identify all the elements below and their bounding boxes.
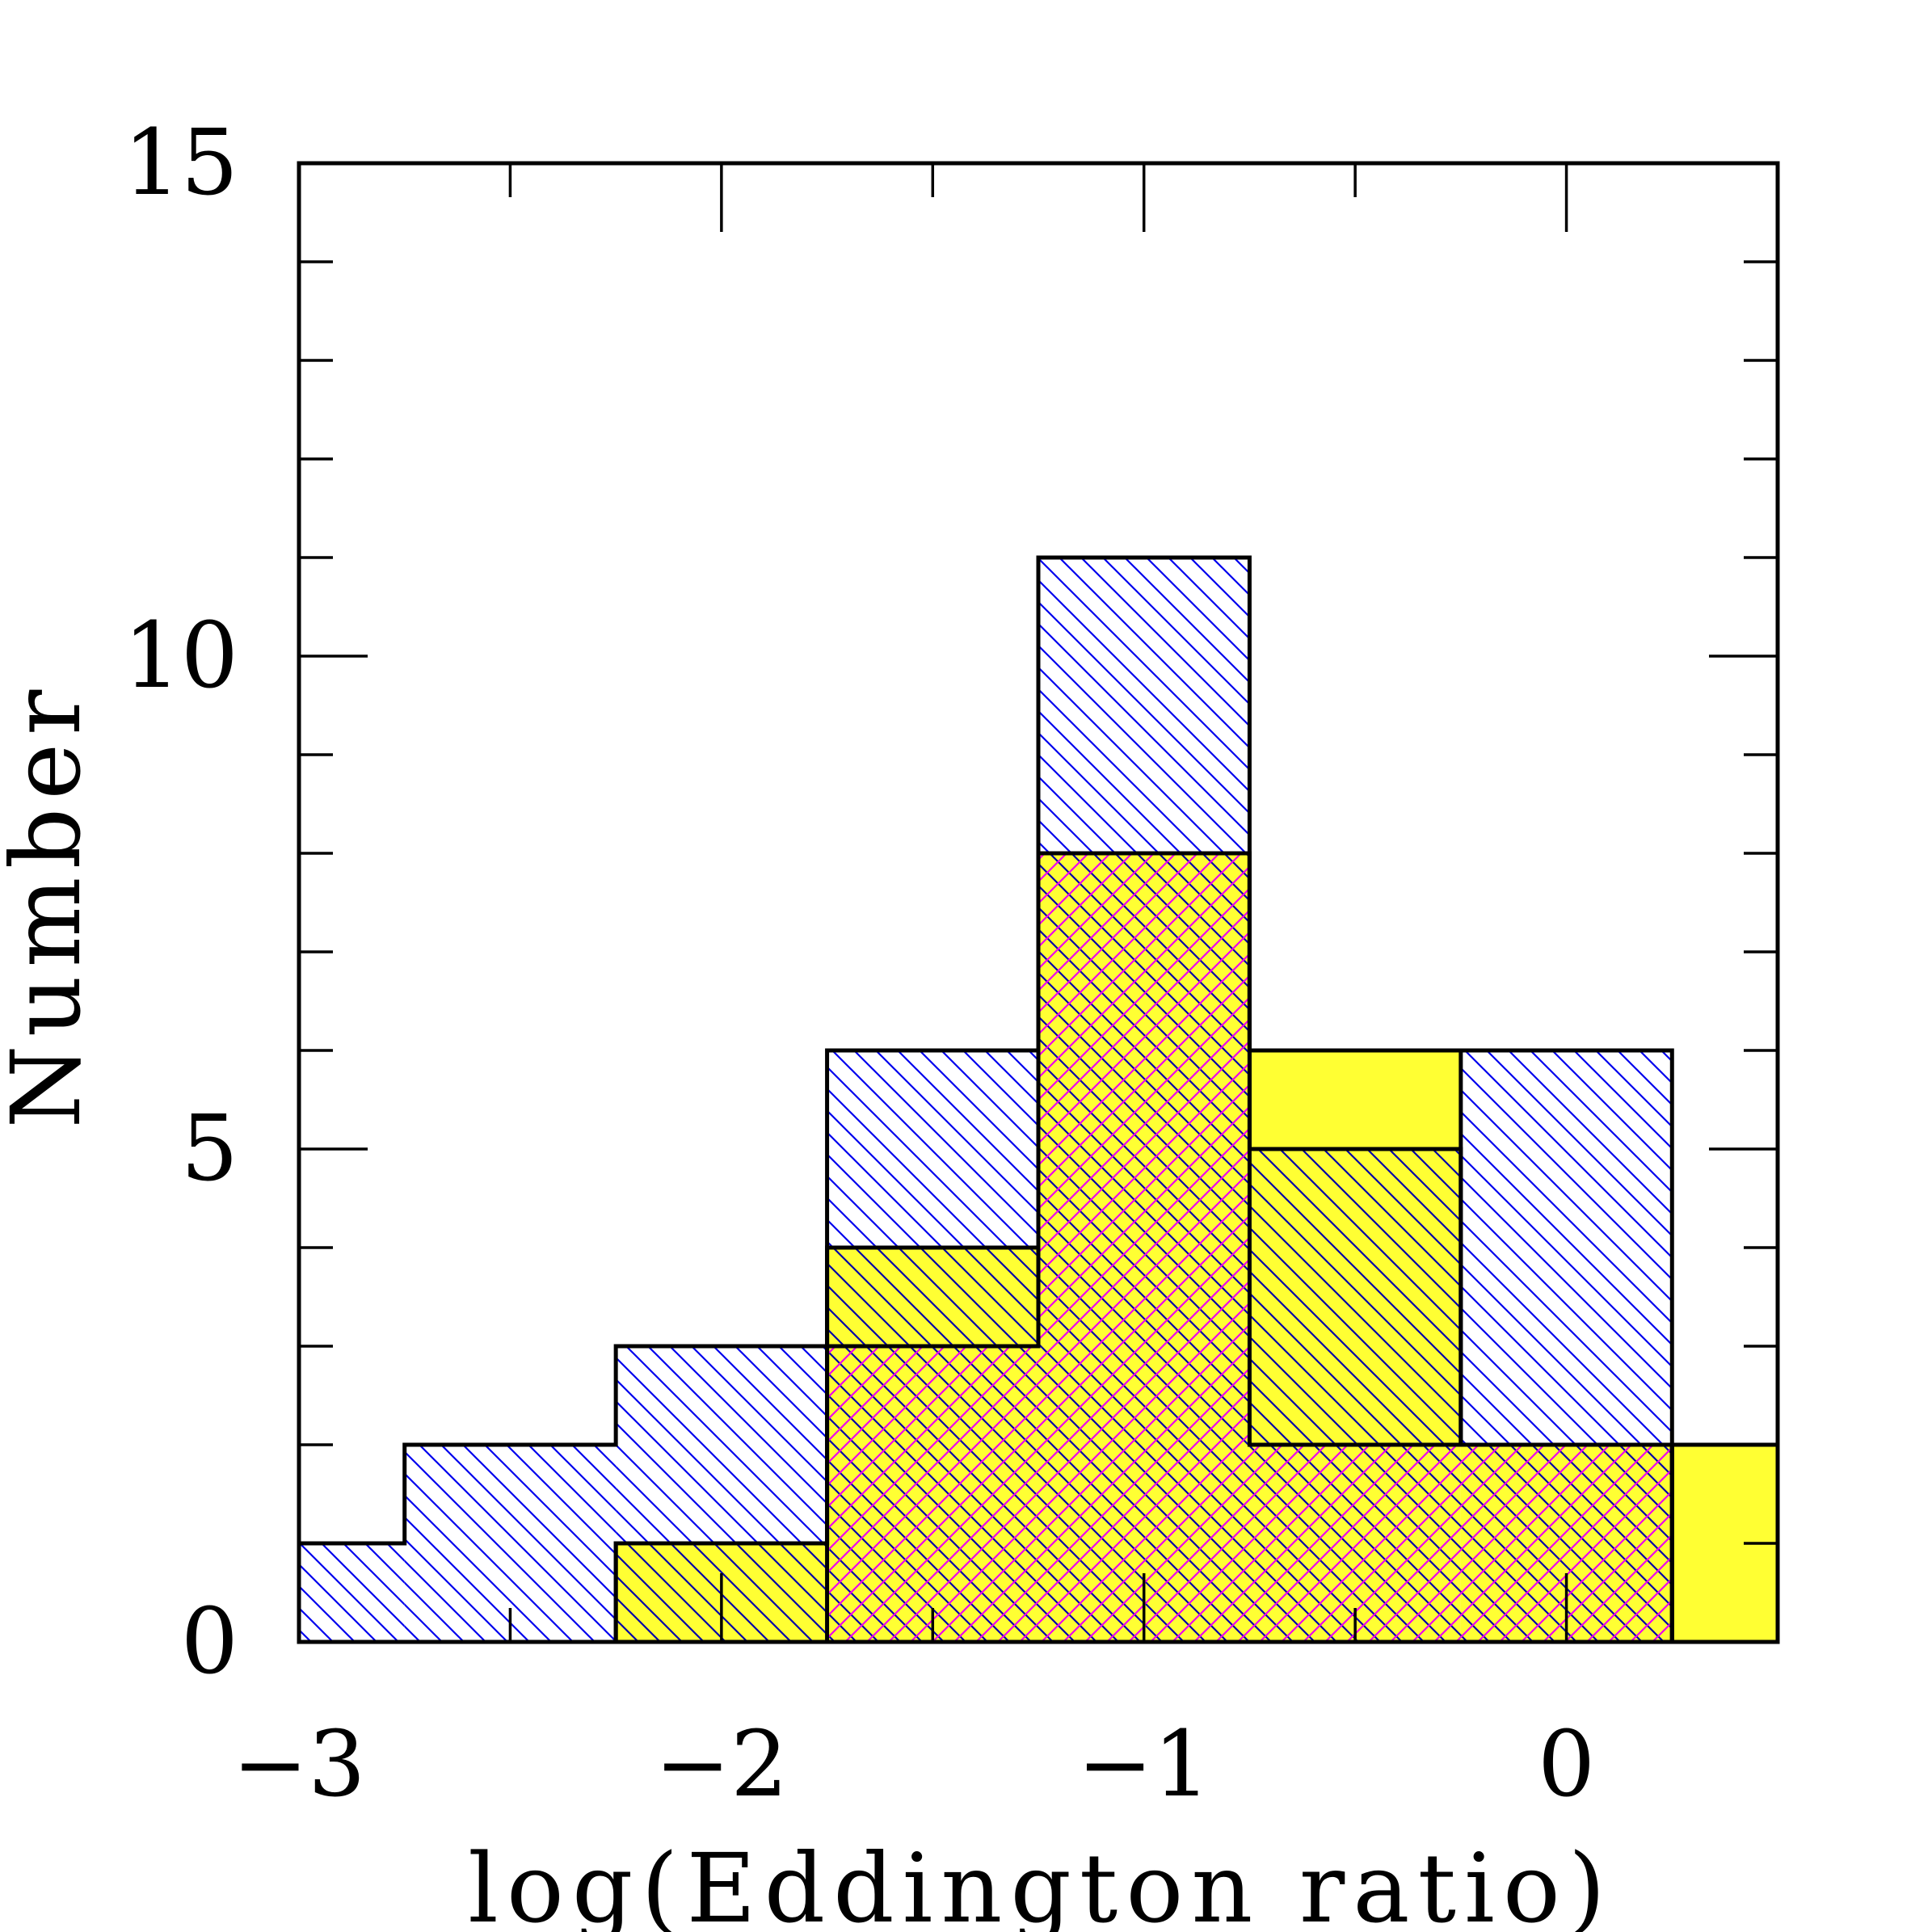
tick-labels: 0 5 10 15 −3 −2 −1 0	[123, 111, 1595, 1817]
y-tick-label: 5	[181, 1096, 238, 1202]
histogram-fills	[299, 558, 1778, 1642]
axis-ticks	[297, 162, 1779, 1644]
y-axis-label: Number	[0, 682, 102, 1129]
x-axis-label: log(Eddington ratio)	[468, 1833, 1614, 1932]
y-tick-label: 0	[181, 1589, 238, 1694]
y-tick-label: 15	[123, 111, 238, 216]
histogram-outline	[297, 555, 1778, 1644]
histogram-bar	[299, 1543, 405, 1642]
x-tick-label: −3	[232, 1712, 365, 1817]
histogram-bar	[1038, 853, 1250, 1642]
plot-frame	[297, 161, 1780, 1644]
x-tick-label: 0	[1538, 1712, 1595, 1817]
y-tick-label: 10	[123, 604, 238, 709]
x-tick-label: −2	[655, 1712, 788, 1817]
histogram-bar	[827, 1346, 1038, 1642]
x-tick-label: −1	[1077, 1712, 1210, 1817]
